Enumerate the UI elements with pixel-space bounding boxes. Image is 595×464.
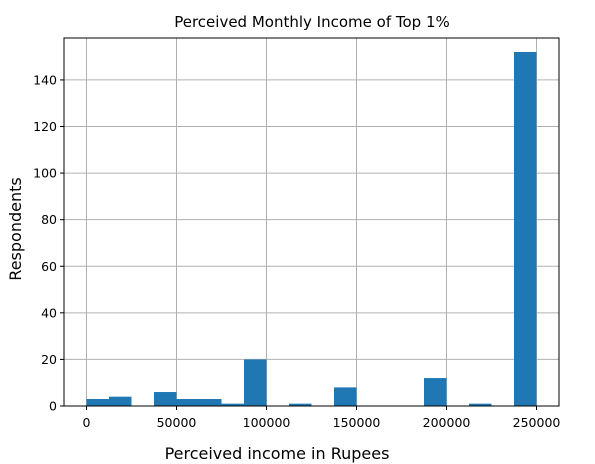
y-axis-ticks: 0 20 40 60 80 100 120 140 bbox=[33, 72, 64, 414]
y-tick-label: 140 bbox=[33, 72, 57, 87]
x-axis-label: Perceived income in Rupees bbox=[165, 444, 390, 463]
y-axis-label: Respondents bbox=[6, 177, 25, 280]
histogram-bar bbox=[221, 403, 244, 406]
x-tick-label: 100000 bbox=[243, 415, 291, 430]
bars bbox=[86, 51, 537, 407]
histogram-bar bbox=[199, 399, 222, 406]
plot-frame bbox=[63, 37, 560, 407]
histogram-bar bbox=[86, 399, 109, 406]
x-tick-label: 200000 bbox=[423, 415, 471, 430]
y-tick-label: 0 bbox=[49, 399, 57, 414]
y-tick-label: 80 bbox=[41, 212, 57, 227]
histogram-bar bbox=[244, 359, 267, 406]
histogram-bar bbox=[469, 403, 492, 406]
histogram-bar bbox=[109, 396, 132, 406]
x-tick-label: 150000 bbox=[333, 415, 381, 430]
x-tick-label: 250000 bbox=[513, 415, 561, 430]
y-tick-label: 40 bbox=[41, 305, 57, 320]
x-tick-label: 0 bbox=[83, 415, 91, 430]
grid bbox=[64, 38, 559, 407]
histogram-bar bbox=[424, 378, 447, 406]
chart-title: Perceived Monthly Income of Top 1% bbox=[174, 13, 450, 31]
y-tick-label: 100 bbox=[33, 166, 57, 181]
x-tick-label: 50000 bbox=[157, 415, 197, 430]
y-tick-label: 20 bbox=[41, 352, 57, 367]
histogram-bar bbox=[289, 403, 312, 406]
histogram-bar bbox=[154, 392, 177, 406]
y-tick-label: 60 bbox=[41, 259, 57, 274]
histogram-bar bbox=[514, 51, 537, 407]
y-tick-label: 120 bbox=[33, 119, 57, 134]
histogram-bar bbox=[334, 387, 357, 406]
x-axis-ticks: 0 50000 100000 150000 200000 250000 bbox=[83, 406, 561, 430]
histogram-bar bbox=[176, 399, 199, 406]
